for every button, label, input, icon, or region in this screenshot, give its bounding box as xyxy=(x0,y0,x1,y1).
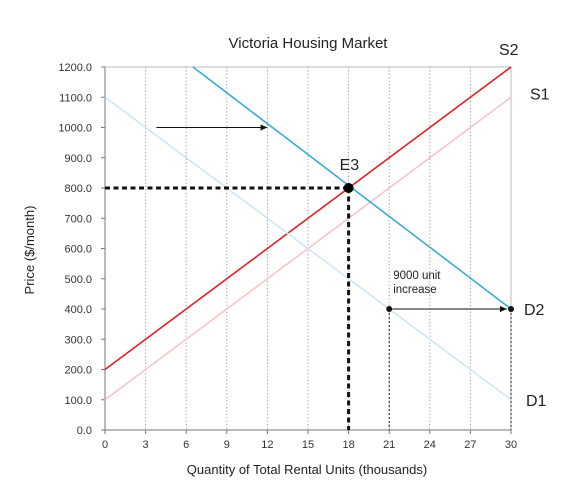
increase-annotation-text: increase xyxy=(393,284,436,296)
y-tick-label: 500.0 xyxy=(64,274,92,286)
ticks: 0.0 100.0 200.0 300.0 400.0 500.0 600.0 700.0 80… xyxy=(58,62,517,451)
x-tick-label: 24 xyxy=(424,439,436,451)
curve-labels: E3 S1 S2 D1 D2 xyxy=(340,42,550,410)
series-label-d2: D2 xyxy=(524,302,545,319)
y-tick-label: 1000.0 xyxy=(58,123,92,135)
x-tick-label: 30 xyxy=(505,439,517,451)
chart-title: Victoria Housing Market xyxy=(229,35,389,52)
y-tick-label: 300.0 xyxy=(64,334,92,346)
y-tick-label: 700.0 xyxy=(64,213,92,225)
y-tick-label: 1100.0 xyxy=(59,92,92,104)
series-line-s2 xyxy=(104,66,512,371)
y-tick-label: 200.0 xyxy=(64,365,92,377)
x-axis-label: Quantity of Total Rental Units (thousand… xyxy=(187,462,427,477)
series-label-s2: S2 xyxy=(499,42,519,59)
y-tick-label: 900.0 xyxy=(64,153,92,165)
y-tick-label: 0.0 xyxy=(77,425,92,437)
curves xyxy=(104,66,512,401)
x-tick-label: 12 xyxy=(261,439,273,451)
x-tick-label: 9 xyxy=(224,439,230,451)
annotations: 9000 unit increase xyxy=(156,124,514,430)
series-label-s1: S1 xyxy=(530,86,550,103)
x-tick-label: 6 xyxy=(183,439,189,451)
y-tick-label: 100.0 xyxy=(64,395,92,407)
increase-annotation-text: 9000 unit xyxy=(393,270,441,282)
x-tick-label: 21 xyxy=(383,439,395,451)
x-tick-label: 15 xyxy=(302,439,314,451)
series-line-d1 xyxy=(104,96,512,401)
x-tick-label: 0 xyxy=(102,439,108,451)
y-tick-label: 400.0 xyxy=(64,304,92,316)
x-tick-label: 27 xyxy=(464,439,476,451)
increase-end-point xyxy=(508,306,514,312)
y-axis-label: Price ($/month) xyxy=(22,206,37,295)
x-tick-label: 18 xyxy=(342,439,354,451)
x-tick-label: 3 xyxy=(143,439,149,451)
y-tick-label: 1200.0 xyxy=(58,62,92,74)
y-tick-label: 600.0 xyxy=(64,244,92,256)
series-label-d1: D1 xyxy=(526,393,547,410)
equilibrium-label: E3 xyxy=(340,157,360,174)
increase-start-point xyxy=(386,306,393,312)
equilibrium-point xyxy=(343,183,354,193)
y-tick-label: 800.0 xyxy=(64,183,92,195)
guides xyxy=(105,186,351,430)
